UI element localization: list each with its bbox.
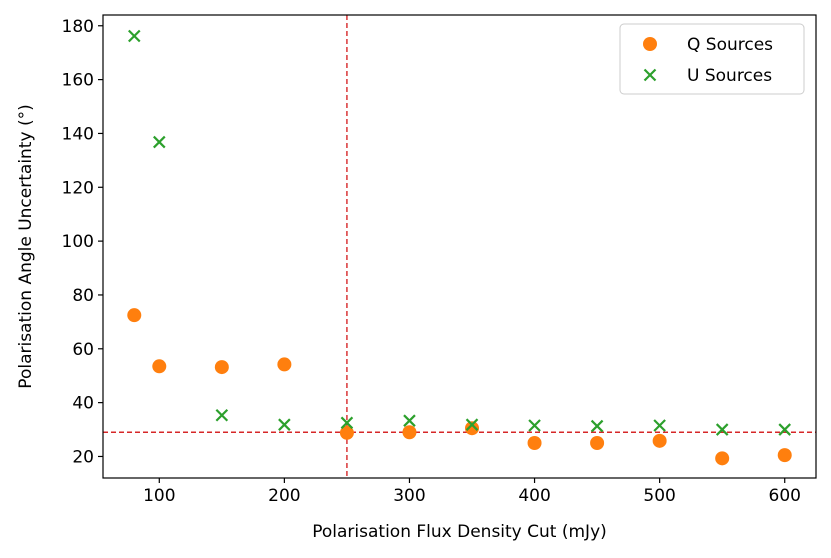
u-source-point-stroke-b [127, 29, 141, 43]
x-axis-label: Polarisation Flux Density Cut (mJy) [312, 522, 607, 542]
q-source-point [402, 425, 417, 440]
y-axis-label: Polarisation Angle Uncertainty (°) [16, 104, 36, 388]
u-source-point-stroke-b [278, 418, 291, 431]
u-source-point-stroke-b [590, 419, 604, 433]
legend-marker-u-sources [643, 68, 657, 82]
y-axis: 20 40 60 80 100 120 140 160 180 [62, 17, 103, 467]
u-source-point [465, 418, 479, 431]
u-source-point-stroke-b [153, 135, 166, 149]
legend-swatch-0 [643, 37, 657, 51]
q-source-point [339, 425, 354, 440]
series-q-sources [127, 308, 792, 466]
x-tick-label: 400 [518, 486, 550, 506]
q-source-point [152, 359, 167, 374]
u-source-point-stroke-b [715, 423, 729, 436]
legend-label-q-sources: Q Sources [687, 35, 773, 55]
y-tick-label: 180 [62, 17, 94, 37]
u-source-point-stroke-b [528, 419, 541, 432]
x-tick-label: 500 [643, 486, 675, 506]
x-tick-label: 100 [143, 486, 175, 506]
y-tick-label: 40 [72, 394, 94, 414]
u-source-point-stroke-b [215, 409, 229, 422]
q-source-point [652, 433, 667, 448]
legend-swatch-1-stroke-b [643, 68, 657, 82]
q-source-point [214, 360, 229, 375]
y-tick-label: 60 [72, 340, 94, 360]
u-source-point [528, 419, 541, 432]
legend: Q Sources U Sources [619, 23, 805, 95]
u-source-point [215, 409, 229, 422]
u-source-point [590, 419, 604, 433]
series-u-sources [127, 29, 792, 436]
y-tick-label: 100 [62, 232, 94, 252]
y-tick-label: 20 [72, 447, 94, 467]
reference-lines [103, 15, 816, 478]
u-source-point-stroke-b [465, 418, 479, 431]
q-source-point [590, 436, 605, 451]
u-source-point [715, 423, 729, 436]
q-source-point [715, 451, 730, 466]
legend-swatch-1 [643, 68, 657, 82]
u-source-point-stroke-b [778, 423, 792, 436]
u-source-point [340, 416, 354, 430]
y-tick-label: 160 [62, 71, 94, 91]
u-source-point-stroke-b [403, 414, 416, 427]
q-source-point [127, 308, 142, 323]
u-source-point-stroke-b [653, 419, 666, 432]
plot-frame [102, 14, 817, 479]
y-tick-label: 80 [72, 286, 94, 306]
u-source-point [278, 418, 291, 431]
u-source-point [153, 135, 166, 149]
u-source-point [778, 423, 792, 436]
x-tick-label: 300 [393, 486, 425, 506]
u-source-point-stroke-b [340, 416, 354, 430]
q-source-point [277, 357, 292, 372]
u-source-point [653, 419, 666, 432]
q-source-point [465, 421, 480, 436]
x-tick-label: 600 [769, 486, 801, 506]
u-source-point [127, 29, 141, 43]
x-tick-label: 200 [268, 486, 300, 506]
x-axis: 100 200 300 400 500 600 [143, 478, 801, 506]
series-layer [127, 29, 792, 466]
legend-label-u-sources: U Sources [687, 66, 772, 86]
y-tick-label: 120 [62, 178, 94, 198]
q-source-point [777, 448, 792, 463]
q-source-point [527, 436, 542, 451]
legend-marker-q-sources [643, 37, 657, 51]
legend-box [619, 23, 805, 95]
y-tick-label: 140 [62, 124, 94, 144]
u-source-point [403, 414, 416, 427]
